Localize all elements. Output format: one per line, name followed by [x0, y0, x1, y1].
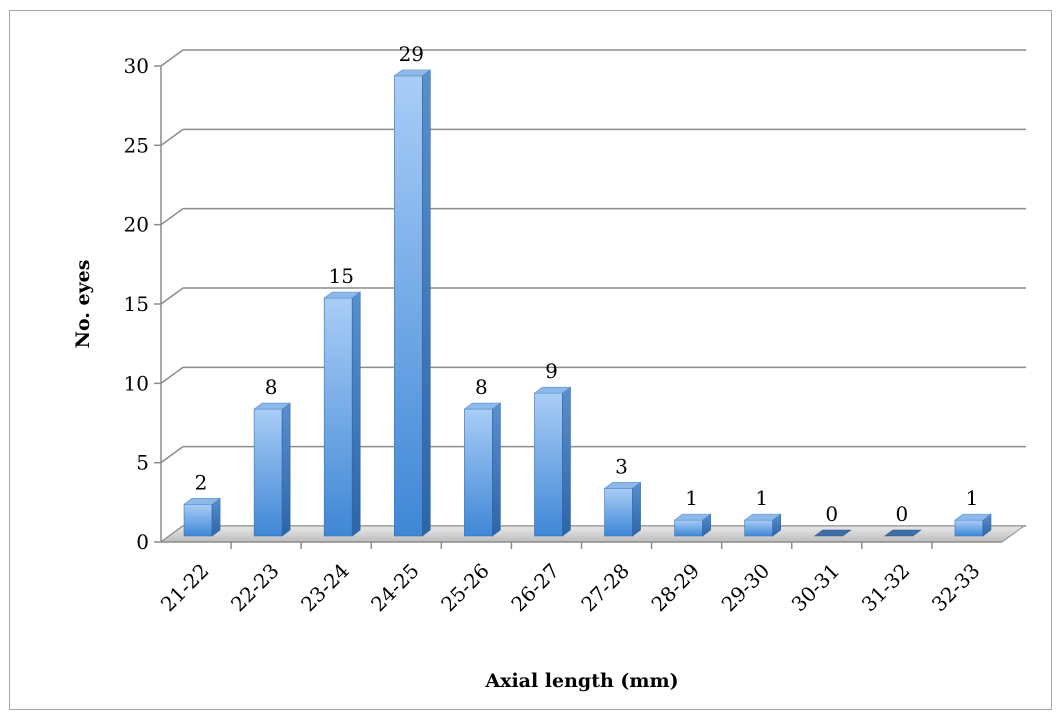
bar-side	[421, 69, 431, 537]
bar-side	[211, 497, 221, 537]
bar-side	[281, 402, 291, 537]
data-label: 8	[265, 375, 278, 399]
gridline-depth	[160, 128, 184, 146]
y-tick-label: 20	[124, 213, 149, 237]
x-tick-label: 21-22	[156, 559, 214, 617]
bar-top	[393, 69, 432, 77]
bar	[954, 519, 984, 537]
chart-axes	[154, 65, 1002, 549]
gridline-depth	[160, 287, 184, 305]
bar-zero	[883, 529, 922, 537]
y-axis-title: No. eyes	[72, 260, 94, 349]
x-axis-title: Axial length (mm)	[484, 670, 678, 692]
bar	[464, 408, 493, 537]
chart-walls	[159, 49, 1026, 543]
bar	[183, 503, 213, 537]
data-label: 15	[328, 264, 353, 288]
x-tick-label: 26-27	[506, 559, 564, 617]
bar-top	[533, 386, 572, 394]
data-label: 1	[755, 486, 768, 510]
bar-side	[562, 386, 571, 537]
y-tick-label: 25	[124, 133, 149, 157]
data-label: 8	[475, 375, 488, 399]
chart-frame	[9, 10, 1052, 710]
bar	[674, 519, 703, 537]
bar-top	[183, 497, 221, 505]
bar	[534, 392, 563, 537]
y-tick-label: 30	[124, 54, 149, 78]
data-label: 3	[615, 454, 628, 478]
data-label: 9	[545, 359, 558, 383]
bar	[253, 408, 283, 537]
bar-side	[632, 481, 641, 537]
bar	[604, 488, 633, 537]
gridline-depth	[160, 208, 184, 226]
x-tick-label: 24-25	[366, 559, 424, 617]
x-tick-label: 31-32	[857, 559, 915, 617]
bar-top	[673, 513, 712, 521]
bar	[744, 519, 774, 537]
y-tick-label: 15	[124, 292, 149, 316]
bar-side	[492, 402, 501, 537]
bar-top	[743, 513, 782, 521]
gridline-depth	[160, 446, 184, 464]
x-tick-label: 29-30	[717, 559, 775, 617]
data-label: 29	[399, 42, 424, 66]
data-label: 1	[966, 486, 979, 510]
x-tick-label: 28-29	[646, 559, 704, 617]
bar-top	[253, 402, 292, 410]
y-tick-label: 0	[136, 530, 149, 554]
bar-top	[323, 291, 362, 299]
gridline-depth	[160, 49, 184, 67]
x-tick-label: 27-28	[576, 559, 634, 617]
bar-top	[463, 402, 502, 410]
bar-series	[183, 69, 992, 537]
x-tick-label: 25-26	[436, 559, 494, 617]
y-tick-label: 10	[124, 371, 149, 395]
bar-top	[954, 513, 992, 521]
data-label: 0	[896, 502, 909, 526]
bar-top	[603, 482, 642, 489]
data-label: 2	[195, 470, 208, 494]
y-tick-label: 5	[136, 451, 149, 475]
bar-side	[351, 291, 361, 537]
bar-zero	[813, 529, 852, 537]
x-tick-label: 32-33	[927, 559, 985, 617]
data-label: 1	[685, 486, 698, 510]
bar	[393, 75, 423, 537]
data-label: 0	[825, 502, 838, 526]
bar	[323, 297, 353, 537]
x-tick-label: 22-23	[226, 559, 284, 617]
gridline-depth	[160, 366, 184, 384]
x-tick-label: 30-31	[787, 559, 845, 617]
x-tick-label: 23-24	[296, 559, 354, 617]
